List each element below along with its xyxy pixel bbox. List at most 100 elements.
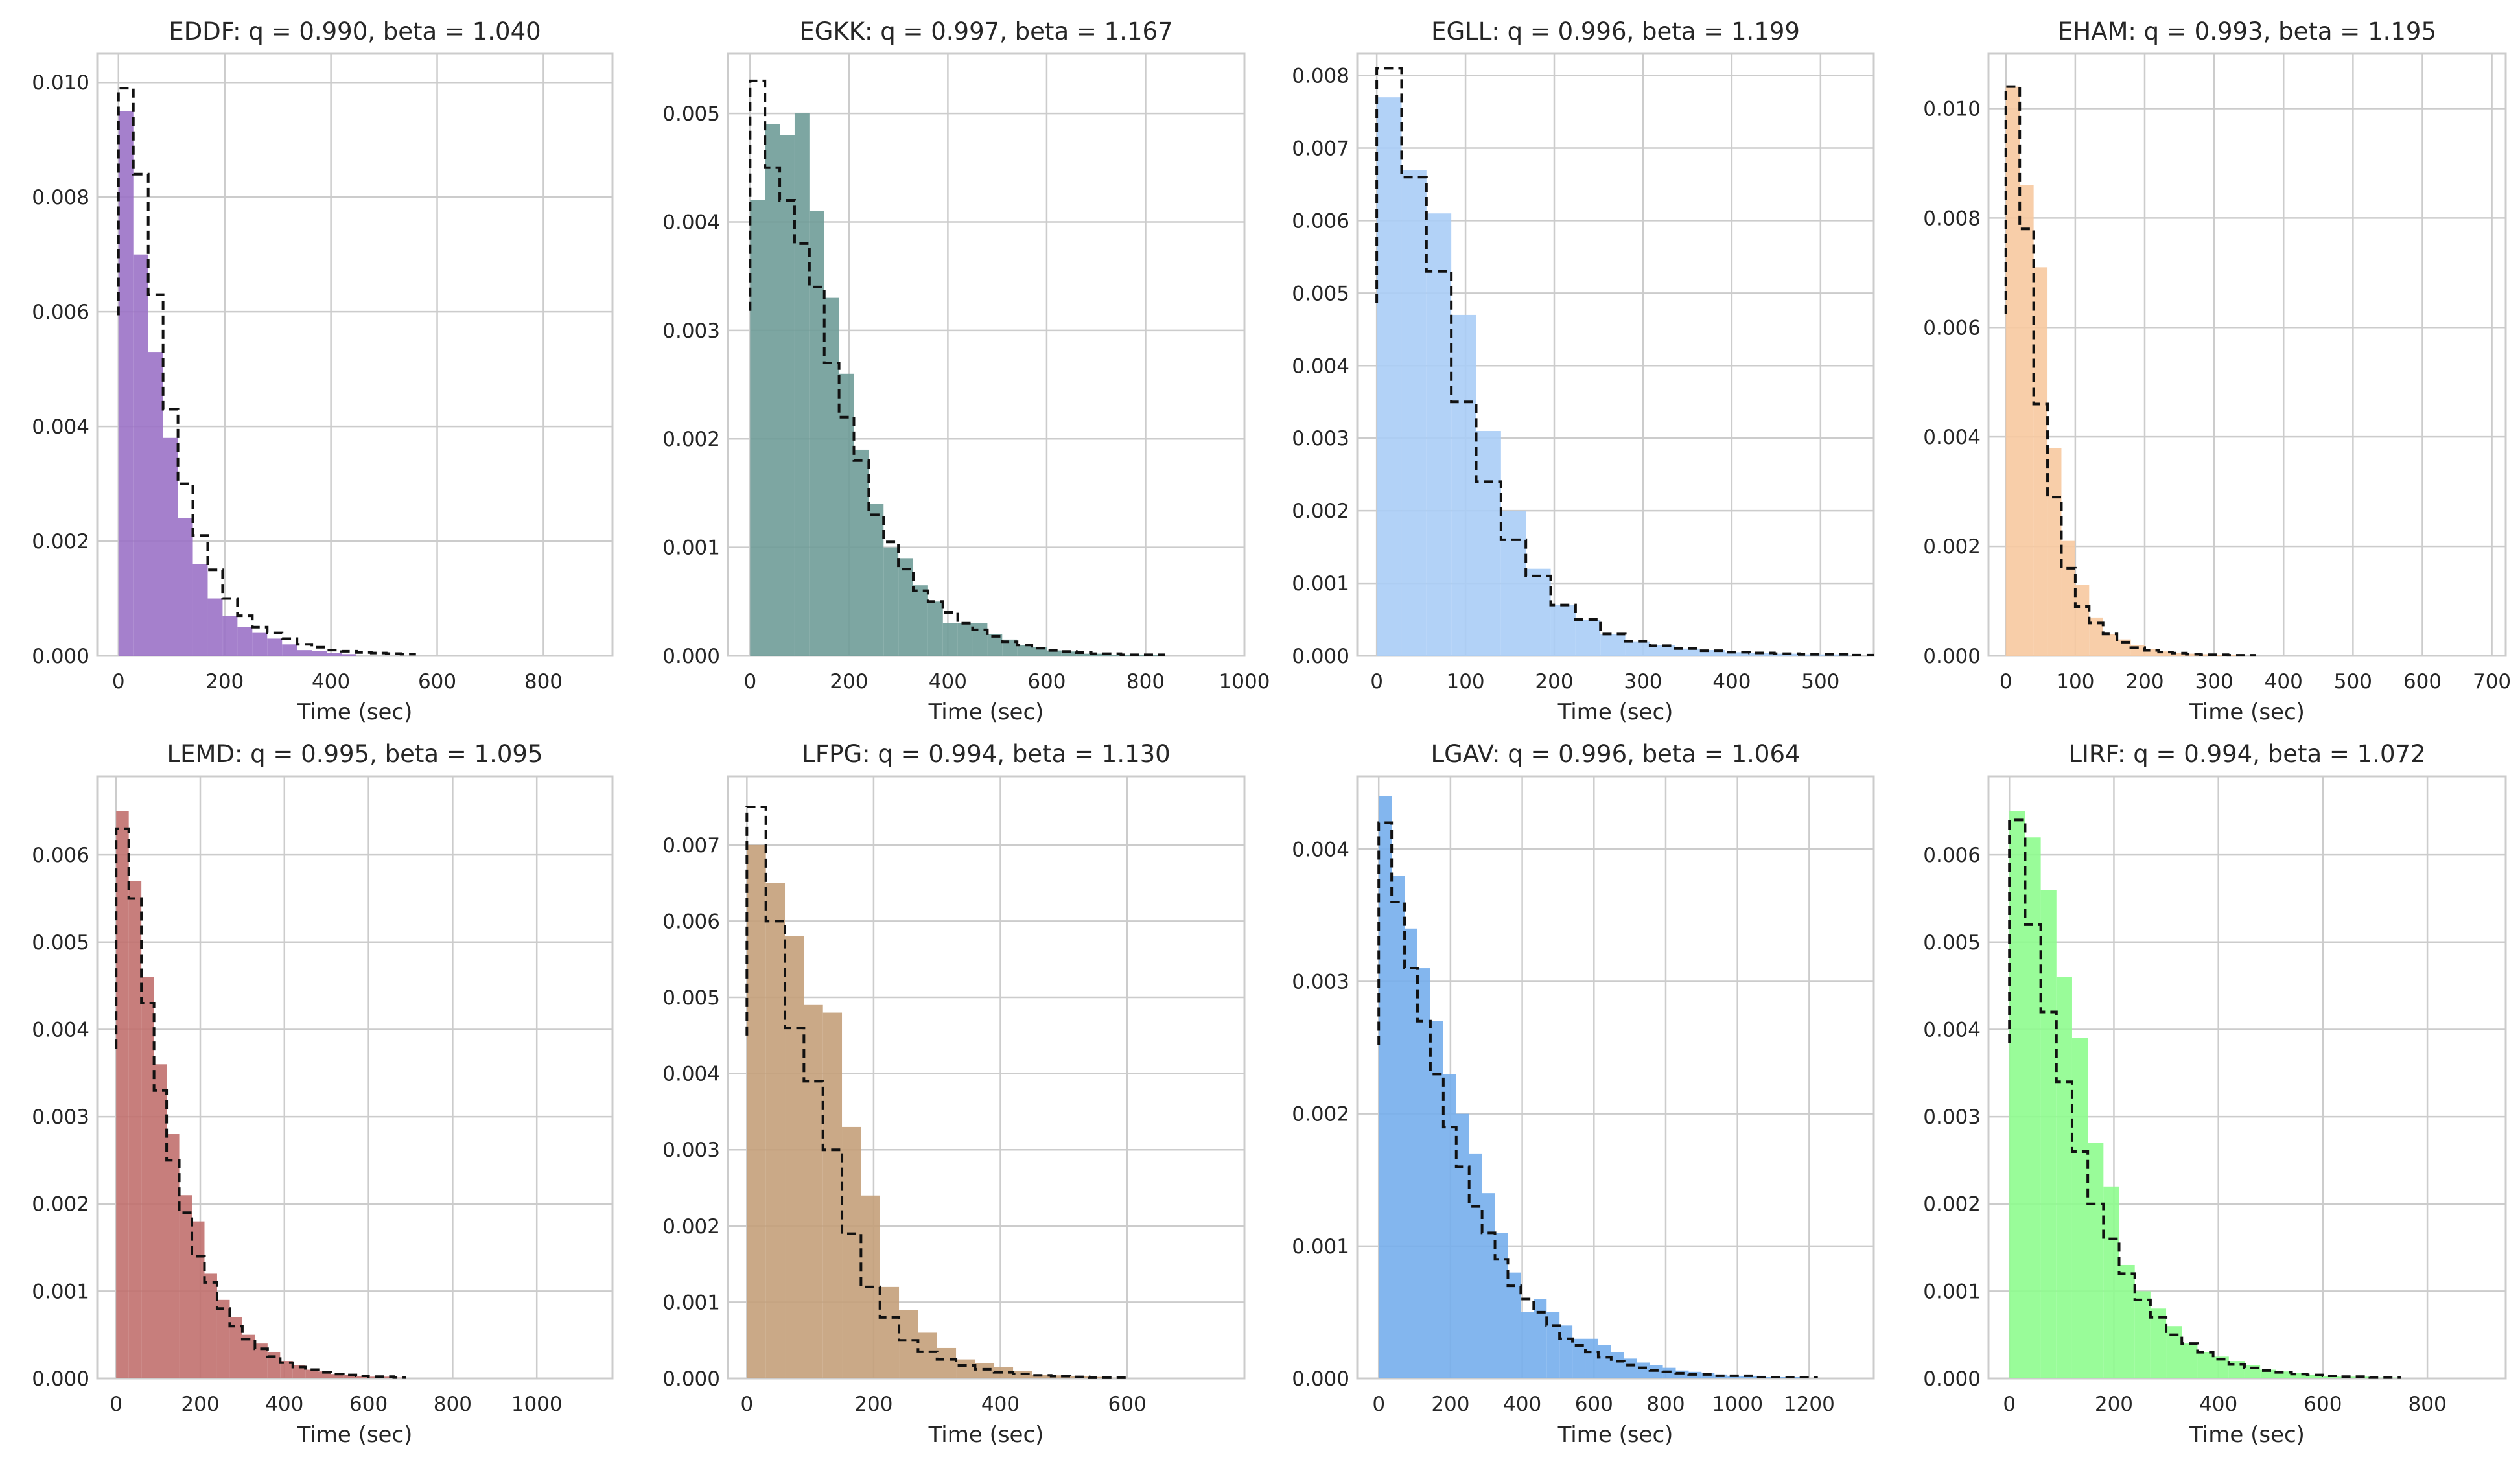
y-tick-label: 0.000 bbox=[662, 645, 720, 668]
histogram-bar bbox=[116, 811, 129, 1378]
x-tick-label: 400 bbox=[1503, 1393, 1541, 1416]
histogram-bar bbox=[368, 1376, 382, 1378]
y-tick-label: 0.002 bbox=[662, 1215, 720, 1238]
histogram-bar bbox=[869, 504, 884, 656]
y-tick-label: 0.005 bbox=[1923, 931, 1981, 955]
x-tick-label: 700 bbox=[2473, 670, 2511, 693]
histogram-bar bbox=[880, 1286, 900, 1378]
y-tick-label: 0.003 bbox=[1292, 427, 1349, 450]
x-tick-label: 400 bbox=[929, 670, 967, 693]
y-tick-label: 0.002 bbox=[1292, 500, 1349, 523]
histogram-bar bbox=[1392, 876, 1405, 1378]
histogram-bar bbox=[785, 936, 804, 1378]
histogram-bar bbox=[2040, 890, 2057, 1378]
y-tick-label: 0.000 bbox=[1923, 1367, 1981, 1391]
subplot-4: 0 200 400 600 800 1000 0.000 0.001 0.002 0.003 0.0… bbox=[32, 740, 614, 1448]
histogram-bar bbox=[1106, 655, 1121, 656]
histogram-bar bbox=[2182, 1343, 2198, 1378]
y-tick-label: 0.001 bbox=[32, 1280, 89, 1303]
histogram-bar bbox=[2322, 1375, 2339, 1378]
histogram-bar bbox=[381, 1376, 394, 1378]
y-tick-label: 0.006 bbox=[1292, 209, 1349, 233]
histogram-bar bbox=[747, 844, 766, 1378]
histogram-bar bbox=[1508, 1272, 1521, 1378]
y-tick-label: 0.006 bbox=[32, 301, 89, 324]
histogram-bar bbox=[1417, 968, 1430, 1378]
histogram-bar bbox=[222, 616, 238, 656]
y-tick-label: 0.005 bbox=[662, 102, 720, 126]
y-tick-label: 0.001 bbox=[662, 1291, 720, 1314]
histogram-bar bbox=[1724, 652, 1750, 656]
histogram-bar bbox=[1598, 1345, 1611, 1378]
y-tick-label: 0.004 bbox=[1292, 354, 1349, 378]
histogram-bar bbox=[1572, 1338, 1586, 1378]
histogram-bar bbox=[1002, 639, 1018, 656]
histogram-bar bbox=[1482, 1193, 1495, 1378]
histogram-bar bbox=[2089, 617, 2103, 656]
histogram-bar bbox=[1824, 654, 1849, 656]
histogram-bar bbox=[318, 1371, 331, 1378]
y-tick-label: 0.007 bbox=[662, 834, 720, 857]
histogram-bar bbox=[854, 449, 869, 656]
x-tick-label: 1000 bbox=[1219, 670, 1270, 693]
subplot-title: LEMD: q = 0.995, beta = 1.095 bbox=[167, 740, 543, 768]
histogram-bar bbox=[1150, 655, 1165, 656]
x-tick-label: 0 bbox=[1370, 670, 1383, 693]
histogram-bar bbox=[2048, 448, 2062, 656]
histogram-bar bbox=[972, 623, 988, 656]
histogram-bar bbox=[1625, 641, 1650, 656]
y-tick-label: 0.000 bbox=[32, 645, 89, 668]
histogram-bar bbox=[822, 1012, 843, 1378]
histogram-bar bbox=[1521, 1312, 1534, 1378]
x-tick-label: 1200 bbox=[1784, 1393, 1835, 1416]
histogram-bar bbox=[942, 623, 958, 656]
histogram-bar bbox=[1046, 650, 1062, 656]
histogram-bar bbox=[898, 558, 914, 656]
histogram-bar bbox=[2075, 585, 2090, 656]
histogram-bar bbox=[928, 601, 943, 656]
histogram-bar bbox=[1051, 1375, 1071, 1378]
y-tick-label: 0.000 bbox=[32, 1367, 89, 1391]
histogram-bar bbox=[1585, 1338, 1598, 1378]
histogram-bar bbox=[255, 1343, 268, 1378]
x-tick-label: 0 bbox=[2000, 670, 2012, 693]
histogram-bar bbox=[937, 1347, 957, 1378]
x-axis-label: Time (sec) bbox=[2189, 699, 2305, 725]
x-tick-label: 800 bbox=[524, 670, 563, 693]
histogram-bar bbox=[957, 623, 973, 656]
x-tick-label: 0 bbox=[743, 670, 756, 693]
histogram-bar bbox=[229, 1317, 242, 1378]
histogram-bar bbox=[1550, 605, 1576, 656]
histogram-bar bbox=[1546, 1312, 1560, 1378]
histogram-bar bbox=[2276, 1371, 2292, 1378]
y-tick-label: 0.002 bbox=[32, 530, 89, 553]
y-tick-label: 0.004 bbox=[1292, 838, 1349, 861]
x-tick-label: 200 bbox=[854, 1393, 892, 1416]
histogram-bar bbox=[141, 977, 154, 1378]
fit-step-line bbox=[745, 806, 1128, 1379]
x-tick-label: 400 bbox=[265, 1393, 303, 1416]
histogram-bar bbox=[839, 373, 854, 656]
histogram-bar bbox=[204, 1273, 217, 1378]
y-tick-label: 0.000 bbox=[1923, 645, 1981, 668]
histogram-bar bbox=[1699, 650, 1725, 656]
histogram-bar bbox=[2020, 185, 2034, 656]
x-tick-label: 200 bbox=[830, 670, 868, 693]
x-tick-label: 300 bbox=[2195, 670, 2234, 693]
histogram-bar bbox=[2214, 655, 2228, 656]
histogram-bar bbox=[1456, 1113, 1469, 1378]
histogram-bar bbox=[2158, 651, 2173, 656]
histogram-bar bbox=[1701, 1373, 1715, 1378]
histogram-bar bbox=[1017, 645, 1032, 656]
y-tick-label: 0.005 bbox=[32, 931, 89, 955]
x-tick-label: 1000 bbox=[1712, 1393, 1763, 1416]
subplot-title: EHAM: q = 0.993, beta = 1.195 bbox=[2058, 17, 2436, 45]
histogram-bar bbox=[2061, 540, 2075, 656]
histogram-bar bbox=[133, 254, 148, 656]
y-tick-label: 0.000 bbox=[1292, 645, 1349, 668]
subplot-1: 0 200 400 600 800 1000 0.000 0.001 0.002 0.003 0.0… bbox=[662, 17, 1270, 725]
x-tick-label: 200 bbox=[1535, 670, 1573, 693]
y-tick-label: 0.001 bbox=[1292, 1235, 1349, 1259]
histogram-bar bbox=[1401, 170, 1427, 656]
subplot-title: LGAV: q = 0.996, beta = 1.064 bbox=[1430, 740, 1800, 768]
